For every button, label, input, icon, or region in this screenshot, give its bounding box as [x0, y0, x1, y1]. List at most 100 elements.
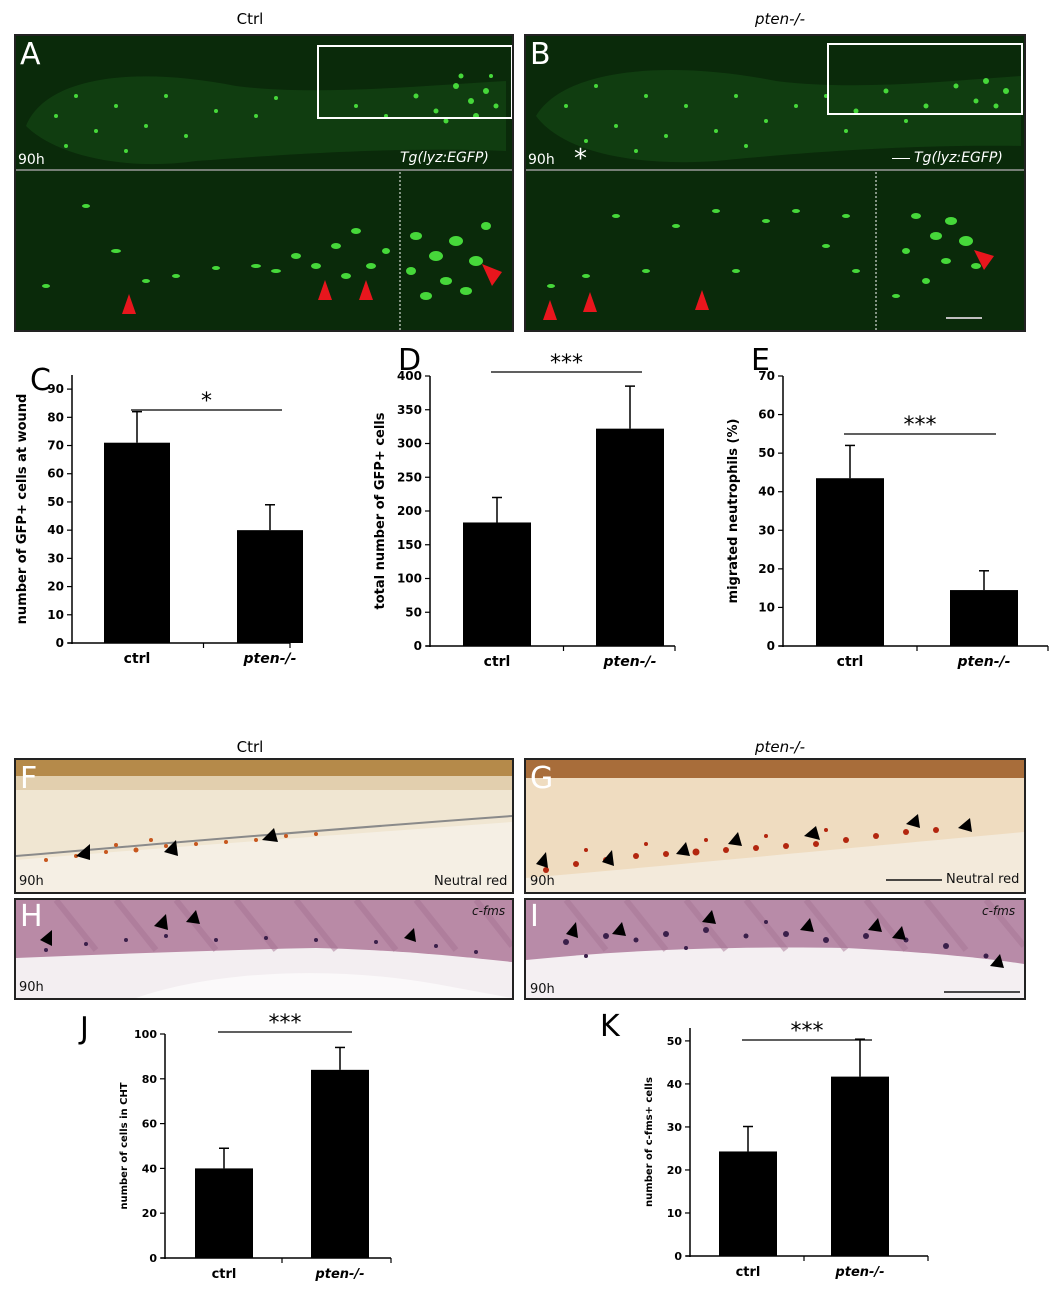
chart-d-y-tick-label: 150 — [397, 538, 422, 552]
chart-j: J 0 20 40 60 80 100 ctrl pten-/- *** number of cel… — [78, 1011, 392, 1282]
chart-j-bar-1 — [311, 1069, 369, 1258]
chart-j-category-label-0: ctrl — [212, 1267, 237, 1282]
chart-k-y-label: number of c-fms+ cells — [644, 1077, 655, 1207]
panel-h-age: 90h — [19, 980, 44, 995]
panel-h-stain: c-fms — [472, 904, 506, 918]
panel-a-image — [16, 36, 512, 330]
panel-a-zoom-cells — [42, 204, 491, 300]
chart-c-significance-mark: * — [201, 389, 212, 414]
pten-column-title: pten-/- — [754, 10, 806, 28]
panel-g-image — [526, 760, 1024, 892]
chart-e: E 0 10 20 30 40 50 60 70 ctrl pten-/- *** migrated n… — [726, 343, 1049, 670]
chart-c-y-tick-label: 20 — [47, 580, 64, 594]
panel-h-cells — [44, 934, 478, 954]
chart-d-bar-1 — [596, 428, 664, 646]
chart-j-y-tick-label: 60 — [142, 1118, 158, 1131]
chart-j-y-tick-label: 80 — [142, 1073, 158, 1086]
chart-j-letter: J — [78, 1011, 89, 1046]
chart-e-category-label-1: pten-/- — [957, 654, 1011, 670]
panel-f-stained-cells — [44, 832, 318, 862]
panel-a-micrograph: A 90h Tg(lyz:EGFP) — [14, 34, 514, 332]
panel-b-red-arrows — [543, 250, 994, 320]
chart-k-category-label-0: ctrl — [736, 1265, 761, 1280]
charts-cde: C 0 10 20 30 40 50 60 70 80 90 ctrl pten-/- * number o… — [15, 343, 1049, 670]
panel-b-star: * — [574, 144, 587, 174]
chart-k-y-tick-label: 20 — [667, 1164, 683, 1177]
chart-d-letter: D — [398, 343, 421, 378]
panel-g-age: 90h — [530, 874, 555, 889]
chart-c-y-tick-label: 10 — [47, 608, 64, 622]
chart-j-y-tick-label: 20 — [142, 1207, 158, 1220]
chart-k-y-tick-label: 10 — [667, 1207, 683, 1220]
chart-d-y-tick-label: 50 — [405, 605, 422, 619]
chart-k: K 0 10 20 30 40 50 ctrl pten-/- *** number of c-fm… — [600, 1009, 929, 1280]
panel-f-arrowheads — [76, 828, 278, 860]
chart-c-y-tick-label: 30 — [47, 551, 64, 565]
chart-k-significance-mark: *** — [791, 1019, 824, 1044]
panel-f-image — [16, 760, 512, 892]
chart-d-y-tick-label: 200 — [397, 504, 422, 518]
chart-k-bar-1 — [831, 1076, 889, 1256]
chart-d-y-tick-label: 350 — [397, 403, 422, 417]
panel-h-letter: H — [20, 899, 43, 934]
chart-c-bar-0 — [104, 442, 170, 643]
chart-e-y-tick-label: 40 — [758, 485, 775, 499]
chart-d-y-tick-label: 400 — [397, 369, 422, 383]
chart-c-y-tick-label: 40 — [47, 523, 64, 537]
chart-j-y-label: number of cells in CHT — [119, 1082, 130, 1209]
panel-a-inset-box — [317, 45, 512, 119]
panel-i-arrowheads — [566, 910, 1004, 968]
chart-c-y-label: number of GFP+ cells at wound — [15, 394, 30, 625]
chart-d-category-label-1: pten-/- — [603, 654, 657, 670]
chart-j-category-label-1: pten-/- — [314, 1267, 364, 1282]
panel-b-inset-box — [827, 43, 1023, 115]
chart-j-significance-mark: *** — [269, 1011, 302, 1036]
chart-e-y-tick-label: 50 — [758, 446, 775, 460]
panel-i-letter: I — [530, 899, 539, 934]
chart-c-y-tick-label: 50 — [47, 495, 64, 509]
panel-a-marker: Tg(lyz:EGFP) — [400, 150, 489, 166]
panel-g-letter: G — [530, 761, 554, 796]
panel-i-stain: c-fms — [982, 904, 1016, 918]
chart-k-bar-0 — [719, 1151, 777, 1256]
chart-e-y-tick-label: 10 — [758, 600, 775, 614]
panel-h-image — [16, 900, 512, 998]
chart-c: C 0 10 20 30 40 50 60 70 80 90 ctrl pten-/- * number o… — [15, 363, 303, 667]
panel-b-zoom-cells — [547, 209, 981, 298]
chart-d-y-tick-label: 100 — [397, 572, 422, 586]
panel-g-micrograph: G 90h Neutral red — [524, 758, 1026, 894]
chart-j-bar-0 — [195, 1168, 253, 1258]
chart-d-significance-mark: *** — [550, 351, 583, 376]
chart-e-bar-0 — [816, 478, 884, 646]
chart-e-y-tick-label: 30 — [758, 523, 775, 537]
chart-d-y-tick-label: 300 — [397, 437, 422, 451]
chart-d-y-tick-label: 250 — [397, 470, 422, 484]
chart-c-y-tick-label: 80 — [47, 410, 64, 424]
chart-e-y-label: migrated neutrophils (%) — [726, 419, 741, 604]
panel-b-micrograph: B 90h * Tg(lyz:EGFP) — [524, 34, 1026, 332]
chart-e-category-label-0: ctrl — [837, 654, 864, 670]
chart-k-letter: K — [600, 1009, 621, 1044]
panel-g-arrowheads — [536, 814, 972, 868]
panel-f-stain: Neutral red — [434, 874, 508, 889]
chart-c-category-label-0: ctrl — [124, 651, 151, 667]
chart-d-category-label-0: ctrl — [484, 654, 511, 670]
chart-c-y-tick-label: 0 — [56, 636, 64, 650]
panel-h-micrograph: H 90h c-fms — [14, 898, 514, 1000]
panel-f-micrograph: F 90h Neutral red — [14, 758, 514, 894]
chart-d-bar-0 — [463, 522, 531, 646]
panel-h-arrowheads — [40, 910, 416, 946]
chart-c-bar-1 — [237, 530, 303, 643]
chart-k-y-tick-label: 0 — [674, 1250, 682, 1263]
chart-k-y-tick-label: 30 — [667, 1121, 683, 1134]
pten-column-title-bottom: pten-/- — [754, 738, 806, 756]
panel-f-letter: F — [20, 761, 38, 796]
chart-e-y-tick-label: 60 — [758, 408, 775, 422]
panel-b-mini-scale — [892, 158, 910, 159]
chart-e-bar-1 — [950, 590, 1018, 646]
chart-e-y-tick-label: 70 — [758, 369, 775, 383]
panel-b-marker: Tg(lyz:EGFP) — [914, 150, 1003, 166]
chart-k-y-tick-label: 50 — [667, 1035, 683, 1048]
panel-i-age: 90h — [530, 982, 555, 997]
